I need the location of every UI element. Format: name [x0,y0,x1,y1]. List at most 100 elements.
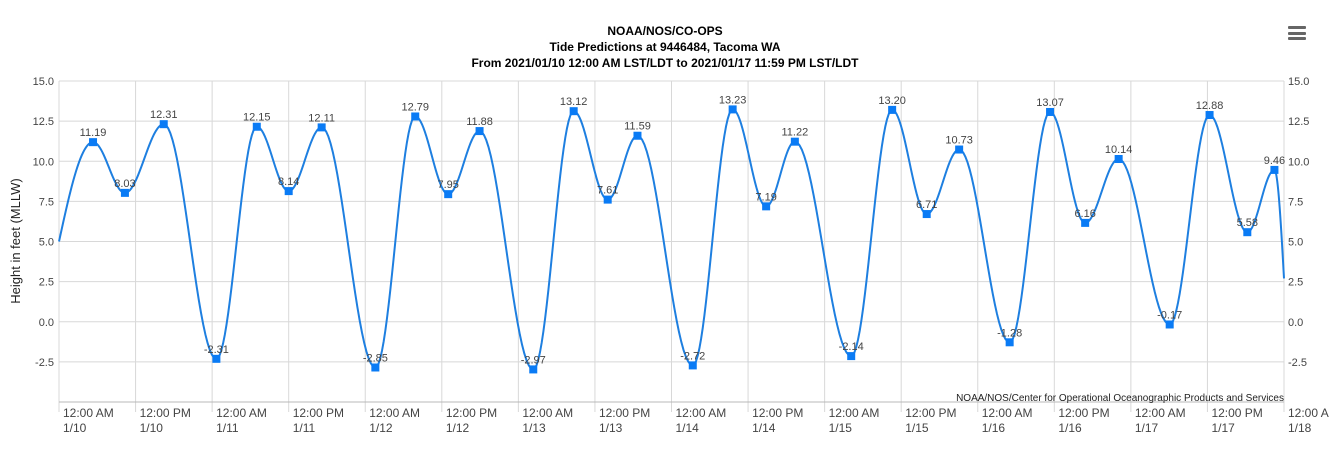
x-tick-label: 12:00 AM [982,406,1033,420]
tide-marker [762,202,771,211]
data-label: -0.17 [1157,309,1182,321]
tide-marker [1046,107,1055,116]
x-tick-label: 12:00 AM [676,406,727,420]
tide-marker [1243,228,1252,237]
data-label: 6.71 [916,199,937,211]
x-tick-date: 1/12 [369,421,393,435]
data-label: 9.46 [1264,155,1285,167]
data-label: 11.22 [781,127,808,139]
y-tick-label: -2.5 [35,357,54,369]
x-tick-date: 1/12 [446,421,470,435]
x-tick-date: 1/16 [1058,421,1082,435]
chart-title-agency: NOAA/NOS/CO-OPS [607,24,723,38]
data-label: -2.85 [363,352,388,364]
tide-marker [1205,111,1214,120]
y-tick-label: 7.5 [39,196,54,208]
data-label: 7.61 [597,185,618,197]
menu-bar [1288,37,1306,40]
y-axis-label: Height in feet (MLLW) [8,178,23,303]
y-tick-label: 10.0 [33,156,54,168]
y-tick-label: 12.5 [33,116,54,128]
data-label: 12.79 [401,101,429,113]
x-tick-date: 1/10 [63,421,87,435]
menu-bar [1288,26,1306,29]
x-tick-label: 12:00 PM [599,406,650,420]
x-tick-date: 1/11 [293,421,316,435]
x-tick-label: 12:00 PM [140,406,191,420]
tide-markers [89,105,1279,374]
tide-marker [120,188,129,197]
tide-marker [728,105,737,114]
x-tick-label: 12:00 AM [522,406,573,420]
y-tick-label-right: 10.0 [1288,156,1309,168]
y-axis-left: -2.5 0.0 2.5 5.0 7.5 10.0 12.5 15.0 [33,76,54,369]
data-label: -2.97 [521,354,546,366]
tide-marker [89,138,98,147]
chart-title-station: Tide Predictions at 9446484, Tacoma WA [549,40,781,54]
x-tick-label: 12:00 PM [293,406,344,420]
x-tick-date: 1/17 [1135,421,1159,435]
tide-marker [411,112,420,121]
tide-marker [284,187,293,196]
x-tick-label: 12:00 PM [752,406,803,420]
x-tick-label: 12:00 PM [1058,406,1109,420]
x-tick-date: 1/14 [676,421,700,435]
y-tick-label: 5.0 [39,237,54,249]
tide-marker [1270,165,1279,174]
tide-marker [847,352,856,361]
y-tick-label-right: 0.0 [1288,317,1303,329]
tide-marker [1114,155,1123,164]
x-tick-label: 12:00 AM [216,406,267,420]
data-label: 7.95 [437,179,458,191]
tide-marker [444,190,453,199]
x-tick-date: 1/10 [140,421,164,435]
y-axis-right: -2.5 0.0 2.5 5.0 7.5 10.0 12.5 15.0 [1288,76,1309,369]
grid-lines [58,80,1285,412]
x-tick-label: 12:00 PM [905,406,956,420]
tide-marker [603,195,612,204]
data-label: 10.73 [945,135,973,147]
tide-marker [922,210,931,219]
data-label: 13.20 [878,95,906,107]
chart-title-range: From 2021/01/10 12:00 AM LST/LDT to 2021… [471,56,859,70]
data-label: 11.88 [466,116,493,128]
data-label: 13.12 [560,96,588,108]
y-tick-label-right: -2.5 [1288,357,1307,369]
tide-marker [790,137,799,146]
x-tick-label: 12:00 AM [829,406,880,420]
data-label: 5.58 [1237,217,1258,229]
y-tick-label: 15.0 [33,76,54,88]
x-tick-date: 1/13 [522,421,546,435]
x-tick-label: 12:00 PM [1211,406,1262,420]
tide-marker [569,107,578,116]
data-label: 8.14 [278,176,299,188]
hamburger-menu-icon[interactable] [1288,26,1306,40]
x-tick-label: 12:00 AM [63,406,114,420]
tide-marker [159,120,168,129]
data-label: 13.07 [1036,97,1064,109]
x-tick-label: 12:00 AM [369,406,420,420]
x-tick-date: 1/11 [216,421,239,435]
x-tick-date: 1/16 [982,421,1006,435]
tide-marker [1005,338,1014,347]
data-label: 11.59 [624,121,651,133]
data-label: -1.28 [997,327,1022,339]
tide-marker [888,105,897,114]
y-tick-label: 2.5 [39,277,54,289]
data-label: 12.88 [1196,100,1224,112]
data-label: 12.15 [243,112,271,124]
y-tick-label-right: 7.5 [1288,196,1303,208]
y-tick-label: 0.0 [39,317,54,329]
x-tick-date: 1/17 [1211,421,1235,435]
y-tick-label-right: 2.5 [1288,277,1303,289]
x-tick-date: 1/15 [905,421,929,435]
x-tick-date: 1/15 [829,421,853,435]
data-label: -2.72 [680,350,705,362]
y-tick-label-right: 12.5 [1288,116,1309,128]
data-label: 11.19 [80,127,107,139]
x-tick-date: 1/14 [752,421,776,435]
data-label: 13.23 [719,94,747,106]
y-tick-label-right: 15.0 [1288,76,1309,88]
